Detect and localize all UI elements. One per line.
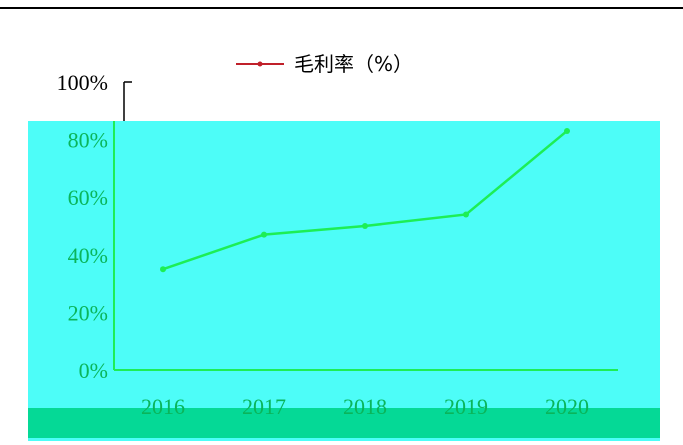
data-point bbox=[463, 211, 469, 218]
y-tick-label: 80% bbox=[68, 128, 108, 153]
y-tick-label: 20% bbox=[68, 300, 108, 325]
data-point bbox=[261, 231, 267, 238]
series-group bbox=[160, 127, 570, 273]
cyan-overlay bbox=[28, 121, 660, 441]
bottom-green-strip bbox=[28, 408, 660, 438]
y-tick-label: 0% bbox=[79, 358, 108, 383]
y-tick-label: 100% bbox=[57, 70, 108, 95]
data-point bbox=[362, 223, 368, 229]
legend: 毛利率（%） bbox=[236, 52, 413, 76]
axes bbox=[113, 121, 618, 371]
legend-label: 毛利率（%） bbox=[294, 52, 413, 76]
x-tick-labels: 2016 2017 2018 2019 2020 bbox=[141, 394, 589, 419]
x-tick-label: 2017 bbox=[242, 394, 286, 419]
x-tick-label: 2020 bbox=[545, 394, 589, 419]
y-tick-label: 40% bbox=[68, 243, 108, 268]
y-tick-labels: 0% 20% 40% 60% 80% 100% bbox=[57, 70, 108, 383]
y-tick-label: 60% bbox=[68, 185, 108, 210]
data-point bbox=[160, 266, 166, 273]
legend-dot-marker bbox=[257, 61, 263, 67]
y-axis-top bbox=[123, 81, 132, 121]
data-point bbox=[564, 127, 570, 134]
x-tick-label: 2016 bbox=[141, 394, 185, 419]
x-tick-label: 2019 bbox=[444, 394, 488, 419]
x-tick-label: 2018 bbox=[343, 394, 387, 419]
